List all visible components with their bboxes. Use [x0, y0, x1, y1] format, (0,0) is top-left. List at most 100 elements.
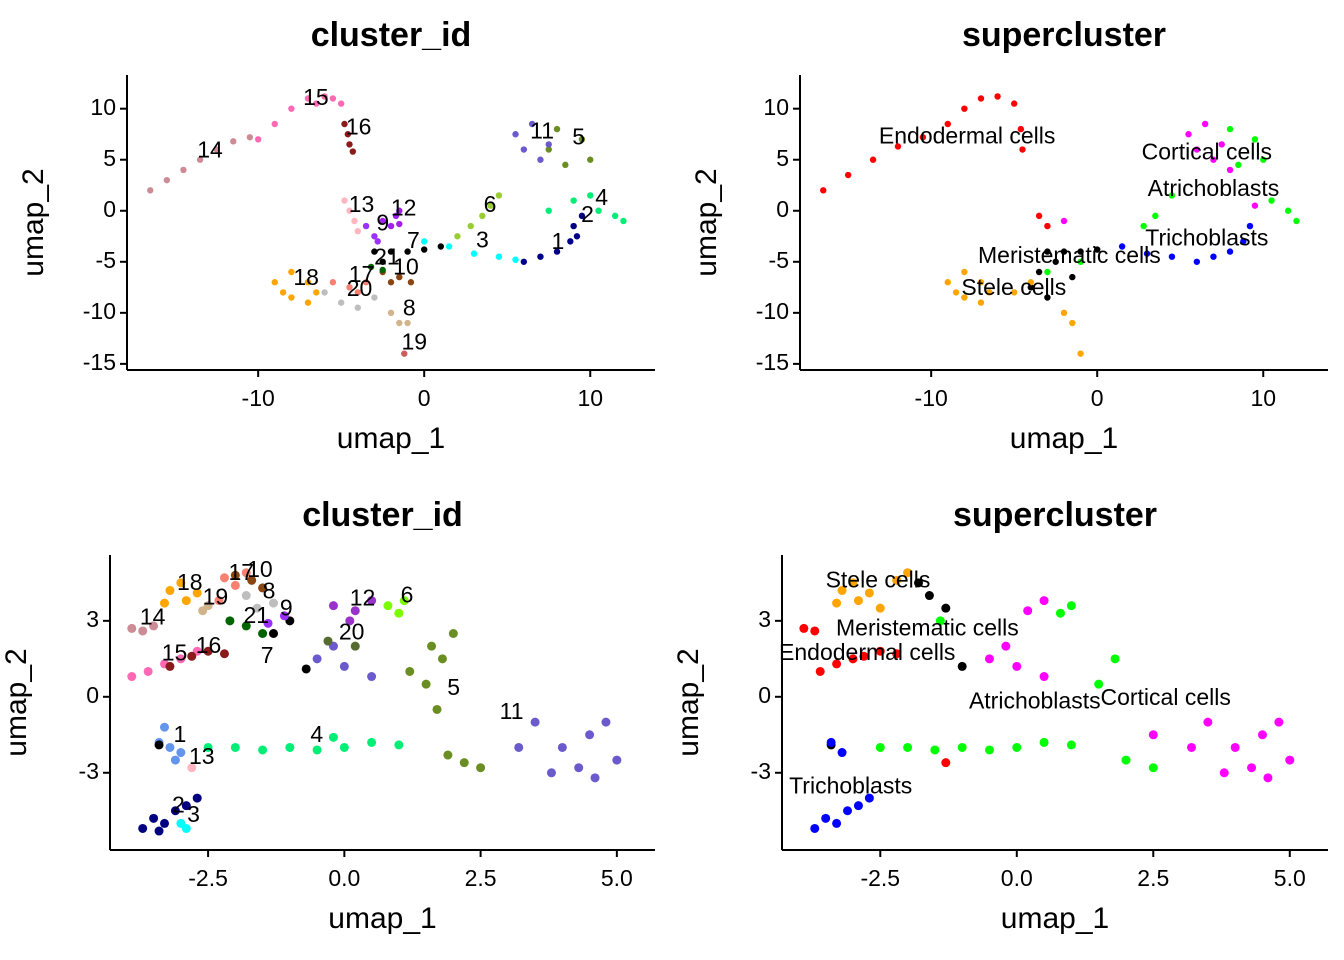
point [337, 100, 345, 107]
cluster-label: Stele cells [826, 566, 931, 592]
cluster-label: Cortical cells [1100, 684, 1230, 710]
point [986, 289, 993, 296]
point [346, 284, 353, 291]
point [573, 233, 581, 240]
point [1247, 763, 1257, 773]
point [545, 207, 552, 214]
point [1039, 672, 1049, 682]
cluster-label: 4 [310, 721, 323, 747]
point [620, 217, 627, 225]
cluster-labels: Endodermal cells Cortical cells Atrichobla… [879, 122, 1279, 300]
point [585, 730, 595, 740]
point [396, 319, 403, 327]
cluster-label: 10 [393, 253, 419, 279]
x-tick-label: 0.0 [328, 865, 360, 891]
point [219, 573, 229, 583]
point [396, 273, 403, 281]
cluster-label: 7 [407, 227, 420, 253]
cluster-label: Cortical cells [1142, 139, 1272, 165]
point [362, 222, 370, 230]
point [339, 661, 349, 671]
cluster-label: 3 [476, 227, 489, 253]
point [198, 606, 208, 616]
point [387, 309, 395, 317]
point [914, 578, 923, 588]
point [1012, 661, 1022, 671]
point [848, 654, 858, 664]
y-tick-label: 0 [776, 196, 789, 222]
cluster-labels: Stele cells Meristematic cellsEndodermal … [779, 566, 1231, 798]
point [367, 263, 375, 271]
point [1069, 319, 1076, 327]
point [961, 294, 968, 301]
y-tick-label: -10 [756, 298, 789, 324]
point [574, 763, 584, 773]
point [367, 737, 377, 747]
point [1263, 773, 1273, 783]
cluster-label: 6 [401, 582, 414, 608]
point [479, 212, 486, 220]
point [258, 628, 268, 638]
point [143, 666, 153, 676]
point [944, 279, 951, 286]
point [1185, 131, 1192, 138]
point [387, 222, 395, 230]
point [520, 146, 528, 153]
point [1110, 654, 1120, 664]
point [875, 646, 885, 656]
point [601, 717, 611, 727]
point [203, 742, 213, 752]
point [570, 197, 577, 204]
cluster-label: 17 [349, 261, 375, 287]
point [214, 596, 224, 606]
point [371, 233, 378, 240]
point [127, 672, 137, 682]
point [437, 243, 445, 250]
point [859, 651, 869, 661]
point [349, 148, 357, 155]
point [160, 818, 169, 828]
x-tick-label: -10 [242, 385, 275, 411]
point [405, 666, 415, 676]
point [864, 793, 874, 803]
chart-title: supercluster [962, 16, 1166, 54]
point [263, 618, 273, 628]
point [1187, 742, 1196, 752]
point [837, 585, 847, 595]
point [192, 588, 202, 598]
point [149, 813, 159, 823]
point [844, 171, 852, 179]
point [329, 95, 337, 102]
cluster-label: 4 [595, 184, 608, 210]
point [241, 568, 251, 578]
point [821, 813, 831, 823]
point [269, 598, 278, 608]
cluster-label: 12 [391, 195, 417, 221]
point [612, 755, 622, 765]
point [553, 248, 561, 255]
point [1044, 248, 1051, 255]
point [328, 732, 338, 742]
point [392, 212, 400, 220]
point [288, 268, 295, 276]
point [181, 801, 191, 811]
point [345, 616, 355, 626]
x-tick-label: 0.0 [1001, 865, 1033, 891]
point [321, 289, 328, 296]
point [611, 212, 619, 220]
point [350, 641, 360, 651]
x-tick-label: 0 [418, 385, 431, 411]
point [279, 611, 289, 621]
point [1023, 606, 1033, 616]
point [512, 256, 519, 263]
cluster-label: 16 [196, 632, 222, 658]
cluster-label: Endodermal cells [879, 122, 1055, 148]
point [399, 596, 409, 606]
point [401, 350, 408, 357]
point [351, 217, 358, 225]
point [1035, 212, 1043, 220]
cluster-label: 19 [401, 329, 427, 355]
cluster-label: 11 [530, 117, 554, 143]
y-axis-label: umap_2 [0, 648, 33, 756]
cluster-label: 13 [189, 743, 215, 769]
